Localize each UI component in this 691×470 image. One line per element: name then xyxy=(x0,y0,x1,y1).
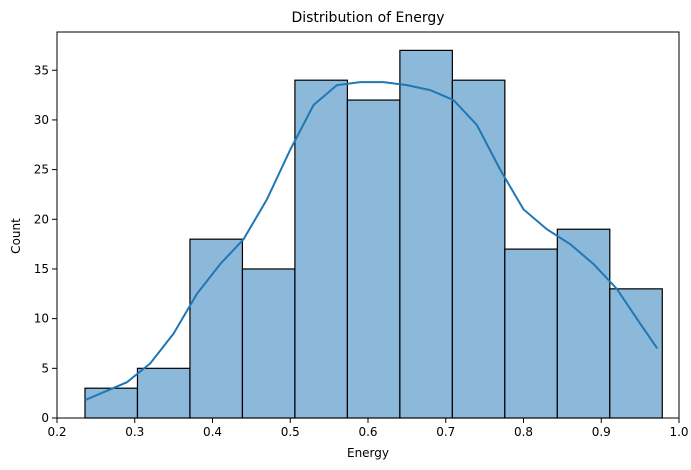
histogram-bar-5 xyxy=(294,79,348,419)
histogram-bar-9 xyxy=(504,248,558,419)
x-tick-label: 0.9 xyxy=(592,425,611,439)
x-axis-label: Energy xyxy=(347,446,389,460)
histogram-bar-11 xyxy=(609,288,663,419)
x-tick-label: 0.8 xyxy=(514,425,533,439)
histogram-bars xyxy=(84,49,663,419)
histogram-bar-8 xyxy=(451,79,506,419)
y-tick-label: 30 xyxy=(34,113,49,127)
histogram-bar-7 xyxy=(399,49,453,419)
kde-curve xyxy=(84,81,659,402)
y-tick-label: 15 xyxy=(34,262,49,276)
y-tick-label: 25 xyxy=(34,163,49,177)
x-axis-ticks: 0.2 0.3 0.4 0.5 0.6 0.7 0.8 0.9 1.0 xyxy=(47,418,689,439)
y-tick-label: 0 xyxy=(41,411,49,425)
histogram-bar-1 xyxy=(84,387,139,419)
y-tick-label: 20 xyxy=(34,212,49,226)
x-tick-label: 0.4 xyxy=(203,425,222,439)
x-tick-label: 1.0 xyxy=(669,425,688,439)
y-axis-label: Count xyxy=(9,218,23,254)
histogram-bar-2 xyxy=(136,367,191,419)
y-tick-label: 10 xyxy=(34,312,49,326)
y-axis-ticks: 0 5 10 15 20 25 30 35 xyxy=(34,63,57,425)
y-tick-label: 35 xyxy=(34,63,49,77)
x-tick-label: 0.7 xyxy=(436,425,455,439)
x-tick-label: 0.6 xyxy=(358,425,377,439)
y-tick-label: 5 xyxy=(41,361,49,375)
histogram-bar-6 xyxy=(346,99,401,419)
x-tick-label: 0.5 xyxy=(281,425,300,439)
histogram-bar-3 xyxy=(189,238,244,419)
chart-title: Distribution of Energy xyxy=(291,10,444,26)
x-tick-label: 0.3 xyxy=(125,425,144,439)
x-tick-label: 0.2 xyxy=(47,425,66,439)
histogram-bar-4 xyxy=(241,268,296,419)
histogram-bar-10 xyxy=(556,228,611,419)
